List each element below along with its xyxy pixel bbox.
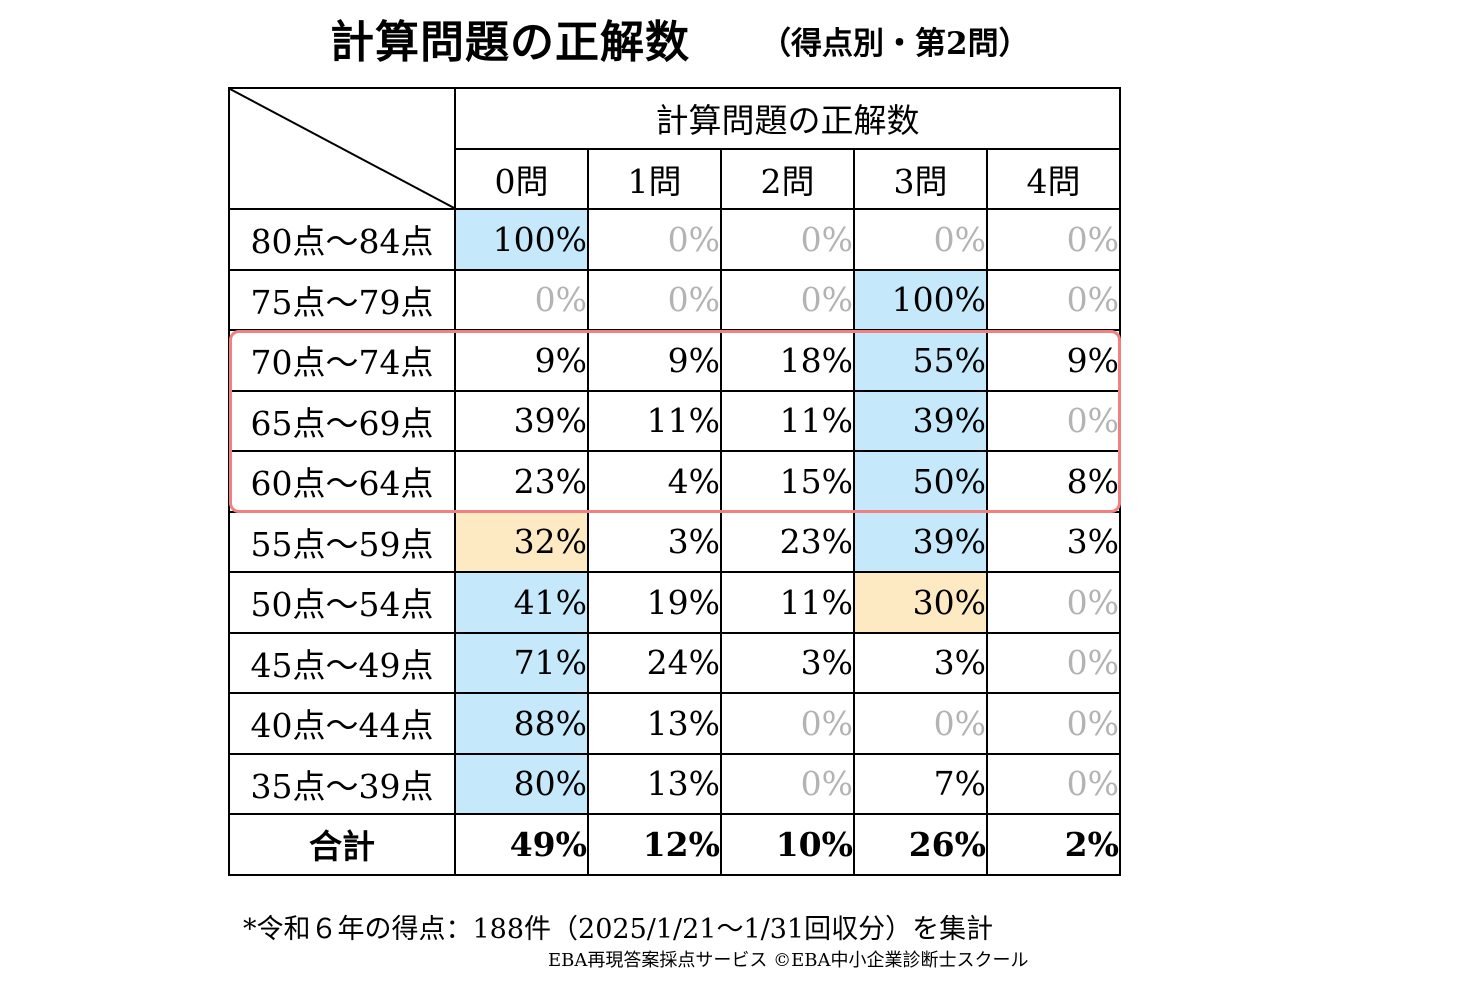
table-row: 40点〜44点 88% 13% 0% 0% 0% <box>228 692 1121 755</box>
value-cell: 88% <box>454 692 589 755</box>
value-cell: 11% <box>587 389 722 452</box>
value-cell: 39% <box>454 389 589 452</box>
total-row: 合計 49% 12% 10% 26% 2% <box>228 813 1121 876</box>
header-row-group: 計算問題の正解数 <box>228 87 1121 210</box>
value-cell: 0% <box>986 631 1121 694</box>
corner-cell <box>228 87 456 210</box>
value-cell: 4% <box>587 450 722 513</box>
total-value-cell: 12% <box>587 813 722 876</box>
value-cell: 0% <box>986 389 1121 452</box>
column-header: 0問 <box>454 147 589 210</box>
total-value-cell: 2% <box>986 813 1121 876</box>
data-table: 計算問題の正解数 0問 1問 2問 3問 4問 80点〜84点 100% 0% 0% 0… <box>228 87 1121 876</box>
total-label: 合計 <box>228 813 456 876</box>
value-cell: 3% <box>853 631 988 694</box>
chart-title: 計算問題の正解数 （得点別・第2問） <box>0 0 1476 80</box>
total-value-cell: 49% <box>454 813 589 876</box>
value-cell: 41% <box>454 571 589 634</box>
row-label: 55点〜59点 <box>228 510 456 573</box>
value-cell: 30% <box>853 571 988 634</box>
value-cell: 19% <box>587 571 722 634</box>
value-cell: 0% <box>853 692 988 755</box>
credit: EBA再現答案採点サービス ©EBA中小企業診断士スクール <box>548 950 1029 971</box>
value-cell: 39% <box>853 510 988 573</box>
value-cell: 0% <box>454 268 589 331</box>
table-row: 75点〜79点 0% 0% 0% 100% 0% <box>228 268 1121 331</box>
table-row: 45点〜49点 71% 24% 3% 3% 0% <box>228 631 1121 694</box>
table-row: 50点〜54点 41% 19% 11% 30% 0% <box>228 571 1121 634</box>
column-header: 2問 <box>720 147 855 210</box>
value-cell: 0% <box>720 208 855 271</box>
header-row-columns: 0問 1問 2問 3問 4問 <box>229 147 1121 210</box>
row-label: 45点〜49点 <box>228 631 456 694</box>
table-row: 55点〜59点 32% 3% 23% 39% 3% <box>228 510 1121 573</box>
value-cell: 0% <box>587 208 722 271</box>
value-cell: 55% <box>853 329 988 392</box>
value-cell: 11% <box>720 389 855 452</box>
column-header: 3問 <box>853 147 988 210</box>
table-row: 60点〜64点 23% 4% 15% 50% 8% <box>228 450 1121 513</box>
row-label: 40点〜44点 <box>228 692 456 755</box>
value-cell: 13% <box>587 692 722 755</box>
value-cell: 23% <box>720 510 855 573</box>
table-row: 80点〜84点 100% 0% 0% 0% 0% <box>228 208 1121 271</box>
row-label: 35点〜39点 <box>228 752 456 815</box>
total-value-cell: 10% <box>720 813 855 876</box>
value-cell: 0% <box>986 571 1121 634</box>
value-cell: 7% <box>853 752 988 815</box>
value-cell: 0% <box>720 752 855 815</box>
column-group-header: 計算問題の正解数 <box>454 87 1121 150</box>
value-cell: 71% <box>454 631 589 694</box>
value-cell: 80% <box>454 752 589 815</box>
footnote: *令和６年の得点：188件（2025/1/21〜1/31回収分）を集計 <box>243 914 994 945</box>
value-cell: 0% <box>720 692 855 755</box>
value-cell: 18% <box>720 329 855 392</box>
value-cell: 9% <box>986 329 1121 392</box>
value-cell: 0% <box>986 752 1121 815</box>
title-sub: （得点別・第2問） <box>760 26 1030 62</box>
row-label: 80点〜84点 <box>228 208 456 271</box>
row-label: 60点〜64点 <box>228 450 456 513</box>
row-label: 75点〜79点 <box>228 268 456 331</box>
value-cell: 8% <box>986 450 1121 513</box>
value-cell: 3% <box>720 631 855 694</box>
table-row: 65点〜69点 39% 11% 11% 39% 0% <box>228 389 1121 452</box>
value-cell: 50% <box>853 450 988 513</box>
table-row: 35点〜39点 80% 13% 0% 7% 0% <box>228 752 1121 815</box>
value-cell: 11% <box>720 571 855 634</box>
row-label: 70点〜74点 <box>228 329 456 392</box>
value-cell: 0% <box>986 208 1121 271</box>
value-cell: 100% <box>853 268 988 331</box>
value-cell: 100% <box>454 208 589 271</box>
value-cell: 0% <box>853 208 988 271</box>
column-header: 1問 <box>587 147 722 210</box>
row-label: 65点〜69点 <box>228 389 456 452</box>
value-cell: 0% <box>720 268 855 331</box>
value-cell: 15% <box>720 450 855 513</box>
value-cell: 13% <box>587 752 722 815</box>
value-cell: 32% <box>454 510 589 573</box>
value-cell: 23% <box>454 450 589 513</box>
value-cell: 9% <box>454 329 589 392</box>
value-cell: 3% <box>587 510 722 573</box>
value-cell: 9% <box>587 329 722 392</box>
value-cell: 0% <box>986 268 1121 331</box>
row-label: 50点〜54点 <box>228 571 456 634</box>
value-cell: 0% <box>986 692 1121 755</box>
table-row: 70点〜74点 9% 9% 18% 55% 9% <box>228 329 1121 392</box>
value-cell: 24% <box>587 631 722 694</box>
value-cell: 0% <box>587 268 722 331</box>
column-header: 4問 <box>986 147 1121 210</box>
title-main: 計算問題の正解数 <box>330 17 690 68</box>
value-cell: 3% <box>986 510 1121 573</box>
diagonal-line <box>230 89 456 209</box>
total-value-cell: 26% <box>853 813 988 876</box>
value-cell: 39% <box>853 389 988 452</box>
